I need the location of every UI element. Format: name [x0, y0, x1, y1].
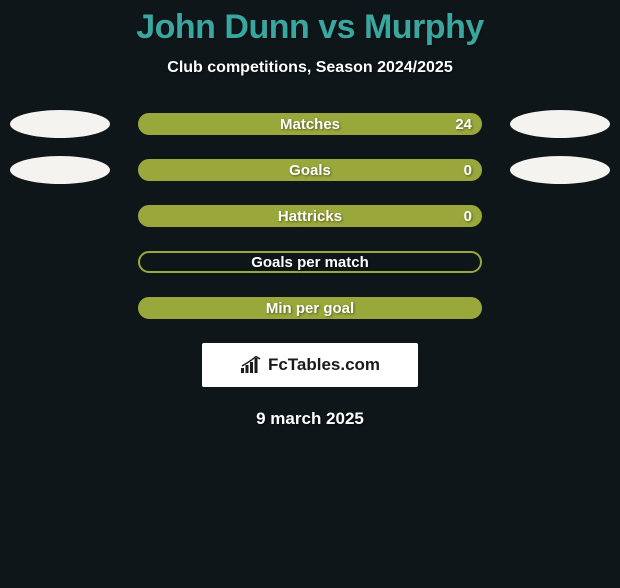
left-ellipse [10, 156, 110, 184]
bar-value: 0 [464, 205, 472, 227]
right-ellipse [510, 110, 610, 138]
bar-chart-icon [240, 356, 262, 374]
stats-rows: Matches 24 Goals 0 Hattricks 0 Goals per… [0, 113, 620, 319]
stat-bar: Goals per match [138, 251, 482, 273]
bar-label: Min per goal [138, 297, 482, 319]
bar-label: Matches [138, 113, 482, 135]
bar-label: Hattricks [138, 205, 482, 227]
subtitle: Club competitions, Season 2024/2025 [0, 59, 620, 77]
stat-bar: Hattricks 0 [138, 205, 482, 227]
right-ellipse [510, 156, 610, 184]
stat-row-hattricks: Hattricks 0 [0, 205, 620, 227]
stat-bar: Matches 24 [138, 113, 482, 135]
bar-label: Goals per match [138, 251, 482, 273]
stat-bar: Min per goal [138, 297, 482, 319]
bar-value: 24 [455, 113, 472, 135]
stat-row-matches: Matches 24 [0, 113, 620, 135]
bar-label: Goals [138, 159, 482, 181]
title-seg-0: John Dunn [136, 8, 309, 46]
logo-text: FcTables.com [268, 355, 380, 375]
stat-row-goals: Goals 0 [0, 159, 620, 181]
page-title: John Dunn vs Murphy [0, 8, 620, 47]
date-label: 9 march 2025 [0, 409, 620, 429]
left-ellipse [10, 110, 110, 138]
title-seg-2: Murphy [364, 8, 484, 46]
bar-value: 0 [464, 159, 472, 181]
stat-row-min-per-goal: Min per goal [0, 297, 620, 319]
stat-bar: Goals 0 [138, 159, 482, 181]
stat-row-goals-per-match: Goals per match [0, 251, 620, 273]
fctables-logo[interactable]: FcTables.com [202, 343, 418, 387]
title-seg-1: vs [309, 8, 364, 46]
